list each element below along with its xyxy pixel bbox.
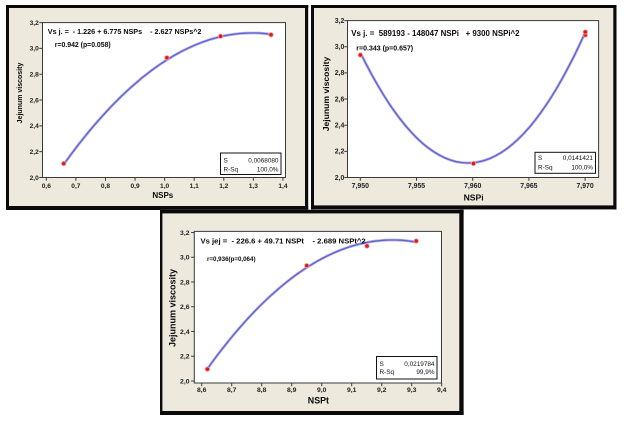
svg-text:99,9%: 99,9%	[416, 369, 434, 376]
svg-text:r=0.942 (p=0.058): r=0.942 (p=0.058)	[55, 42, 111, 49]
svg-text:S: S	[380, 361, 384, 368]
svg-text:Jejunum viscosity: Jejunum viscosity	[17, 63, 24, 124]
svg-text:S: S	[538, 155, 542, 162]
svg-text:2,2: 2,2	[180, 354, 190, 361]
svg-text:0,0068080: 0,0068080	[248, 158, 279, 165]
svg-text:2,8: 2,8	[180, 279, 190, 286]
svg-text:2,0: 2,0	[180, 378, 190, 385]
svg-text:7,970: 7,970	[576, 183, 593, 190]
svg-text:2,8: 2,8	[335, 70, 345, 77]
svg-text:2,4: 2,4	[30, 123, 39, 130]
svg-text:100,0%: 100,0%	[257, 167, 279, 174]
svg-text:0,6: 0,6	[42, 183, 51, 190]
svg-text:S: S	[224, 158, 228, 165]
svg-text:3,0: 3,0	[335, 44, 345, 51]
svg-text:NSPs: NSPs	[152, 191, 173, 200]
svg-text:r=0,936(p=0,064): r=0,936(p=0,064)	[207, 256, 256, 263]
svg-text:9,0: 9,0	[317, 387, 327, 394]
svg-text:0,9: 0,9	[130, 183, 139, 190]
svg-text:Jejunum viscosity: Jejunum viscosity	[321, 57, 331, 132]
svg-text:3,2: 3,2	[180, 230, 190, 237]
svg-text:NSPt: NSPt	[308, 395, 329, 405]
svg-text:1,4: 1,4	[278, 183, 287, 190]
svg-text:3,0: 3,0	[180, 255, 190, 262]
svg-text:8,6: 8,6	[197, 387, 207, 394]
svg-text:7,960: 7,960	[464, 183, 481, 190]
svg-text:2,4: 2,4	[180, 329, 190, 336]
svg-text:3,2: 3,2	[335, 18, 345, 25]
svg-text:2,2: 2,2	[335, 149, 345, 156]
svg-text:8,8: 8,8	[257, 387, 267, 394]
svg-text:7,955: 7,955	[408, 183, 425, 190]
svg-text:2,8: 2,8	[30, 72, 39, 79]
svg-text:7,965: 7,965	[520, 183, 537, 190]
svg-text:R-Sq: R-Sq	[224, 167, 239, 174]
svg-text:1,1: 1,1	[190, 183, 199, 190]
svg-text:100,0%: 100,0%	[571, 164, 593, 171]
svg-text:9,1: 9,1	[347, 387, 357, 394]
svg-text:2,6: 2,6	[335, 96, 345, 103]
svg-text:1,2: 1,2	[219, 183, 228, 190]
svg-text:0,7: 0,7	[71, 183, 80, 190]
svg-text:2,2: 2,2	[30, 149, 39, 156]
svg-text:R-Sq: R-Sq	[538, 164, 553, 171]
svg-text:2,6: 2,6	[30, 97, 39, 104]
svg-text:8,9: 8,9	[287, 387, 297, 394]
svg-text:0,8: 0,8	[101, 183, 110, 190]
svg-text:9,3: 9,3	[407, 387, 417, 394]
svg-text:R-Sq: R-Sq	[380, 369, 395, 376]
svg-text:Vs jej = - 226.6 + 49.71 NSPt: Vs jej = - 226.6 + 49.71 NSPt - 2.689 NS…	[201, 237, 366, 246]
svg-text:7,950: 7,950	[352, 183, 369, 190]
svg-text:1,0: 1,0	[160, 183, 169, 190]
svg-text:8,7: 8,7	[227, 387, 237, 394]
svg-text:Vs j. = - 1.226 + 6.775 NSPs: Vs j. = - 1.226 + 6.775 NSPs - 2.627 NSP…	[48, 27, 202, 36]
svg-text:2,0: 2,0	[335, 175, 345, 182]
svg-text:Vs j. = 589193 - 148047 NSPi: Vs j. = 589193 - 148047 NSPi + 9300 NSPi…	[351, 29, 520, 38]
svg-text:1,3: 1,3	[249, 183, 258, 190]
svg-text:2,4: 2,4	[335, 123, 345, 130]
svg-text:NSPi: NSPi	[464, 192, 484, 202]
svg-text:Jejunum viscosity: Jejunum viscosity	[167, 269, 177, 347]
svg-text:2,6: 2,6	[180, 304, 190, 311]
svg-text:0,0141421: 0,0141421	[563, 155, 594, 162]
svg-text:2,0: 2,0	[30, 175, 39, 182]
svg-text:r=0.343 (p=0.657): r=0.343 (p=0.657)	[356, 45, 413, 52]
svg-text:0,0219784: 0,0219784	[404, 361, 435, 368]
svg-text:9,4: 9,4	[437, 387, 447, 394]
svg-text:9,2: 9,2	[377, 387, 387, 394]
svg-text:3,2: 3,2	[30, 20, 39, 27]
svg-text:3,0: 3,0	[30, 46, 39, 53]
